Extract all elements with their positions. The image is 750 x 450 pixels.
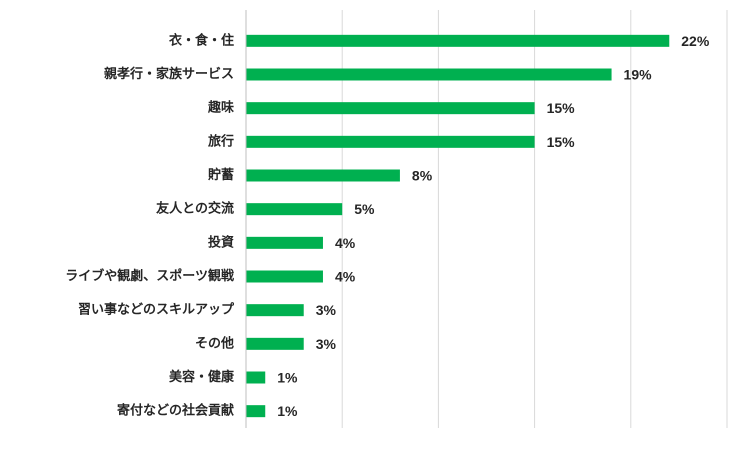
category-label: 衣・食・住 bbox=[169, 32, 234, 48]
data-label: 3% bbox=[316, 302, 337, 318]
data-label: 4% bbox=[335, 235, 356, 251]
bar bbox=[246, 203, 343, 216]
bar bbox=[246, 102, 535, 115]
data-label: 4% bbox=[335, 269, 356, 285]
bar bbox=[246, 270, 323, 283]
data-label: 1% bbox=[277, 370, 298, 386]
bar bbox=[246, 405, 266, 418]
bar bbox=[246, 169, 400, 182]
category-label: ライブや観劇、スポーツ観戦 bbox=[65, 268, 235, 284]
bar bbox=[246, 304, 304, 317]
category-label: その他 bbox=[195, 335, 234, 351]
data-label: 19% bbox=[624, 67, 653, 83]
value-labels: 22% 19% 15% 15% 8% 5% 4% 4% 3% 3% 1% 1% bbox=[277, 33, 710, 419]
category-label: 親孝行・家族サービス bbox=[104, 66, 234, 82]
bar bbox=[246, 68, 612, 81]
bar bbox=[246, 135, 535, 148]
category-label: 旅行 bbox=[208, 133, 234, 149]
category-label: 習い事などのスキルアップ bbox=[78, 302, 235, 318]
data-label: 1% bbox=[277, 403, 298, 419]
category-label: 趣味 bbox=[207, 100, 234, 116]
category-label: 投資 bbox=[208, 234, 234, 250]
data-label: 3% bbox=[316, 336, 337, 352]
bar bbox=[246, 236, 323, 249]
bar bbox=[246, 371, 266, 384]
data-label: 15% bbox=[547, 100, 576, 116]
category-label: 美容・健康 bbox=[169, 369, 235, 385]
data-label: 22% bbox=[681, 33, 710, 49]
category-label: 友人との交流 bbox=[156, 201, 234, 217]
bar bbox=[246, 34, 670, 47]
data-label: 15% bbox=[547, 134, 576, 150]
data-label: 5% bbox=[354, 201, 375, 217]
bars bbox=[246, 34, 670, 418]
category-labels: 衣・食・住親孝行・家族サービス趣味旅行貯蓄友人との交流投資ライブや観劇、スポーツ… bbox=[65, 32, 235, 418]
category-label: 貯蓄 bbox=[208, 167, 234, 183]
category-label: 寄付などの社会貢献 bbox=[117, 403, 234, 419]
bar bbox=[246, 337, 304, 350]
data-label: 8% bbox=[412, 168, 433, 184]
